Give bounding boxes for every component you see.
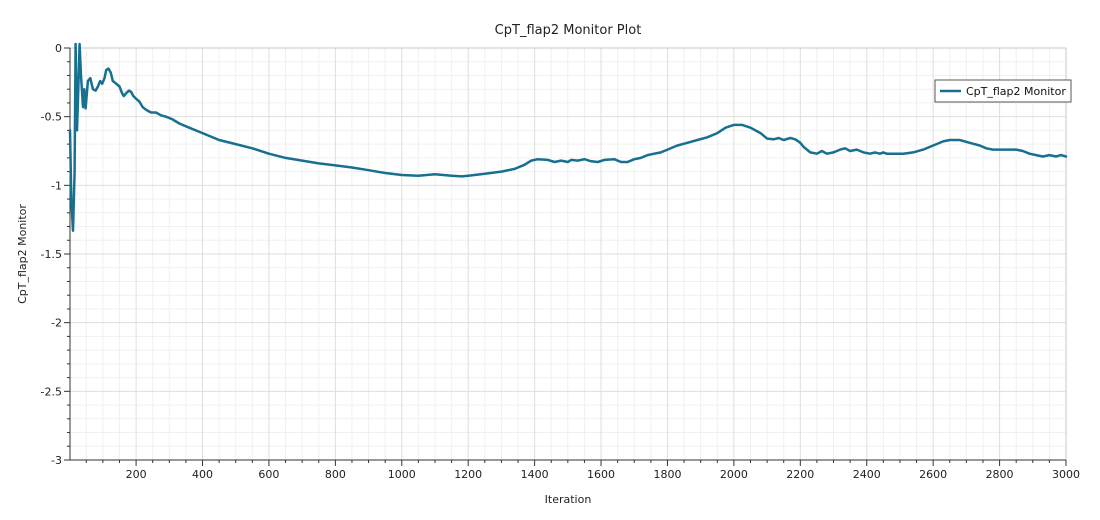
x-tick-label: 2800 (986, 468, 1014, 481)
y-tick-label: -2.5 (41, 385, 62, 398)
x-tick-label: 400 (192, 468, 213, 481)
x-tick-label: 2400 (853, 468, 881, 481)
y-tick-label: -1 (51, 179, 62, 192)
legend-box (934, 79, 1072, 103)
x-tick-label: 600 (258, 468, 279, 481)
y-tick-label: -0.5 (41, 111, 62, 124)
x-tick-label: 1400 (521, 468, 549, 481)
x-tick-label: 2000 (720, 468, 748, 481)
x-tick-label: 1200 (454, 468, 482, 481)
y-tick-label: 0 (55, 42, 62, 55)
x-axis: 200 400 600 800 1000 1200 1400 1600 1800 2000 2200… (70, 459, 1080, 481)
x-tick-label: 1600 (587, 468, 615, 481)
x-tick-label: 1000 (388, 468, 416, 481)
x-tick-label: 3000 (1052, 468, 1080, 481)
y-tick-label: -3 (51, 454, 62, 467)
x-tick-label: 2600 (919, 468, 947, 481)
y-tick-label: -1.5 (41, 248, 62, 261)
legend: CpT_flap2 Monitor (934, 79, 1072, 103)
x-tick-label: 200 (126, 468, 147, 481)
x-axis-label: Iteration (545, 493, 592, 506)
y-axis-label: CpT_flap2 Monitor (16, 204, 29, 304)
y-tick-label: -2 (51, 317, 62, 330)
y-axis: 0 -0.5 -1 -1.5 -2 -2.5 -3 (41, 42, 71, 467)
x-tick-label: 1800 (653, 468, 681, 481)
chart-title: CpT_flap2 Monitor Plot (495, 23, 642, 38)
legend-entry-label: CpT_flap2 Monitor (966, 85, 1066, 98)
x-tick-label: 2200 (786, 468, 814, 481)
x-tick-label: 800 (325, 468, 346, 481)
series-line-cpt-flap2-monitor (68, 42, 1068, 232)
